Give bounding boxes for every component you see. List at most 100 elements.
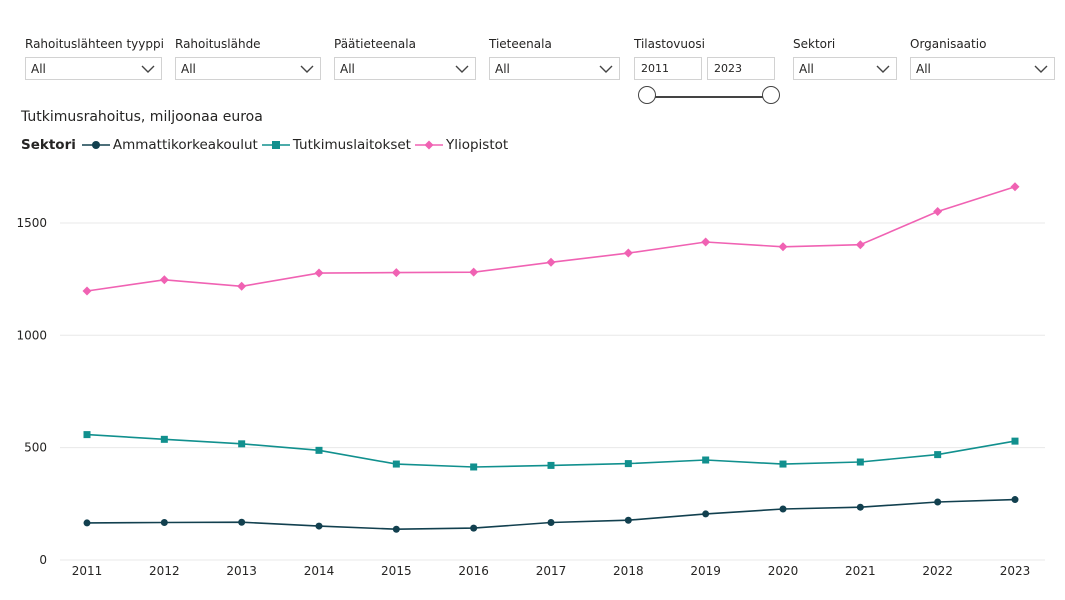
data-point-ammattikorkeakoulut xyxy=(315,522,323,530)
chevron-down-icon xyxy=(141,65,155,73)
y-tick-label: 500 xyxy=(24,441,47,455)
data-point-ammattikorkeakoulut xyxy=(470,524,478,532)
slicer-label: Rahoituslähteen tyyppi xyxy=(25,37,164,51)
slicer-label: Rahoituslähde xyxy=(175,37,261,51)
data-point-tutkimuslaitokset xyxy=(934,451,942,459)
data-point-yliopistot xyxy=(855,240,865,250)
year-from-input[interactable]: 2011 xyxy=(634,57,702,80)
x-tick-label: 2015 xyxy=(381,564,412,578)
chevron-down-icon xyxy=(455,65,469,73)
chart-title: Tutkimusrahoitus, miljoonaa euroa xyxy=(21,109,263,125)
data-point-tutkimuslaitokset xyxy=(624,460,632,468)
slicer-organisaatio: Organisaatio All xyxy=(910,36,1055,80)
slicer-tieteenala: Tieteenala All xyxy=(489,36,620,80)
slicer-label: Tieteenala xyxy=(489,37,552,51)
data-point-ammattikorkeakoulut xyxy=(779,505,787,513)
year-range-slider-track[interactable] xyxy=(647,96,771,98)
data-point-tutkimuslaitokset xyxy=(1011,437,1019,445)
slicer-tilastovuosi: Tilastovuosi 2011 2023 xyxy=(634,36,776,80)
slicer-label: Tilastovuosi xyxy=(634,37,705,51)
data-point-yliopistot xyxy=(1010,182,1020,192)
series-line-yliopistot xyxy=(86,186,1016,292)
data-point-ammattikorkeakoulut xyxy=(547,518,555,526)
legend-marker-square-icon xyxy=(261,141,290,149)
legend-label: Ammattikorkeakoulut xyxy=(112,137,258,153)
data-point-yliopistot xyxy=(701,237,711,247)
chevron-down-icon xyxy=(1034,65,1048,73)
data-point-tutkimuslaitokset xyxy=(238,440,246,448)
data-point-yliopistot xyxy=(778,242,788,252)
y-tick-label: 0 xyxy=(39,553,47,567)
dropdown-value: All xyxy=(916,62,931,76)
x-tick-label: 2013 xyxy=(226,564,257,578)
x-tick-label: 2022 xyxy=(922,564,953,578)
dropdown-value: All xyxy=(495,62,510,76)
data-point-ammattikorkeakoulut xyxy=(238,518,246,526)
legend-item-tutkimuslaitokset[interactable]: Tutkimuslaitokset xyxy=(261,137,411,153)
x-tick-label: 2018 xyxy=(613,564,644,578)
x-tick-label: 2012 xyxy=(149,564,180,578)
slicer-rahoituslahteen-tyyppi: Rahoituslähteen tyyppi All xyxy=(25,36,164,80)
data-point-ammattikorkeakoulut xyxy=(702,510,710,518)
line-chart: 0 500 1000 1500 2011 2012 2013 2014 2015 2016 2017… xyxy=(16,182,1045,578)
legend-marker-circle-icon xyxy=(81,141,110,149)
legend-marker-diamond-icon xyxy=(414,140,443,150)
x-tick-label: 2020 xyxy=(768,564,799,578)
data-point-yliopistot xyxy=(546,257,556,267)
data-point-ammattikorkeakoulut xyxy=(83,519,91,527)
year-range-start-handle[interactable] xyxy=(638,86,656,104)
x-tick-label: 2021 xyxy=(845,564,876,578)
data-point-yliopistot xyxy=(314,268,324,278)
sektori-dropdown[interactable]: All xyxy=(793,57,897,80)
data-point-yliopistot xyxy=(237,281,247,291)
chevron-down-icon xyxy=(300,65,314,73)
data-point-yliopistot xyxy=(623,248,633,258)
organisaatio-dropdown[interactable]: All xyxy=(910,57,1055,80)
data-point-ammattikorkeakoulut xyxy=(160,518,168,526)
dropdown-value: All xyxy=(799,62,814,76)
data-point-ammattikorkeakoulut xyxy=(934,498,942,506)
data-point-tutkimuslaitokset xyxy=(392,460,400,468)
dropdown-value: All xyxy=(31,62,46,76)
chevron-down-icon xyxy=(876,65,890,73)
legend-label: Tutkimuslaitokset xyxy=(292,137,411,153)
x-tick-label: 2014 xyxy=(304,564,335,578)
legend-title: Sektori xyxy=(21,137,76,153)
slicer-paatieteenala: Päätieteenala All xyxy=(334,36,476,80)
year-to-input[interactable]: 2023 xyxy=(707,57,775,80)
x-tick-label: 2023 xyxy=(1000,564,1031,578)
rahoituslahde-dropdown[interactable]: All xyxy=(175,57,321,80)
chart-legend: Sektori Ammattikorkeakoulut Tutkimuslait… xyxy=(21,136,512,154)
data-point-yliopistot xyxy=(82,286,92,296)
paatieteenala-dropdown[interactable]: All xyxy=(334,57,476,80)
legend-label: Yliopistot xyxy=(445,137,509,153)
data-point-tutkimuslaitokset xyxy=(779,460,787,468)
dropdown-value: All xyxy=(340,62,355,76)
legend-item-ammattikorkeakoulut[interactable]: Ammattikorkeakoulut xyxy=(81,137,258,153)
tieteenala-dropdown[interactable]: All xyxy=(489,57,620,80)
dropdown-value: All xyxy=(181,62,196,76)
data-point-tutkimuslaitokset xyxy=(856,458,864,466)
y-tick-label: 1000 xyxy=(16,328,47,342)
data-point-yliopistot xyxy=(159,275,169,285)
x-tick-label: 2019 xyxy=(690,564,721,578)
data-point-ammattikorkeakoulut xyxy=(624,516,632,524)
rahoituslahteen-tyyppi-dropdown[interactable]: All xyxy=(25,57,162,80)
slicer-rahoituslahde: Rahoituslähde All xyxy=(175,36,321,80)
slicer-sektori: Sektori All xyxy=(793,36,897,80)
slicer-label: Sektori xyxy=(793,37,836,51)
data-point-tutkimuslaitokset xyxy=(83,431,91,439)
data-point-tutkimuslaitokset xyxy=(702,456,710,464)
data-point-tutkimuslaitokset xyxy=(160,435,168,443)
legend-item-yliopistot[interactable]: Yliopistot xyxy=(414,137,509,153)
data-point-yliopistot xyxy=(469,267,479,277)
data-point-ammattikorkeakoulut xyxy=(856,503,864,511)
data-point-ammattikorkeakoulut xyxy=(1011,496,1019,504)
x-tick-label: 2011 xyxy=(72,564,103,578)
slicer-label: Päätieteenala xyxy=(334,37,416,51)
data-point-yliopistot xyxy=(933,206,943,216)
year-range-end-handle[interactable] xyxy=(762,86,780,104)
data-point-yliopistot xyxy=(391,268,401,278)
x-tick-label: 2017 xyxy=(536,564,567,578)
x-tick-label: 2016 xyxy=(458,564,489,578)
